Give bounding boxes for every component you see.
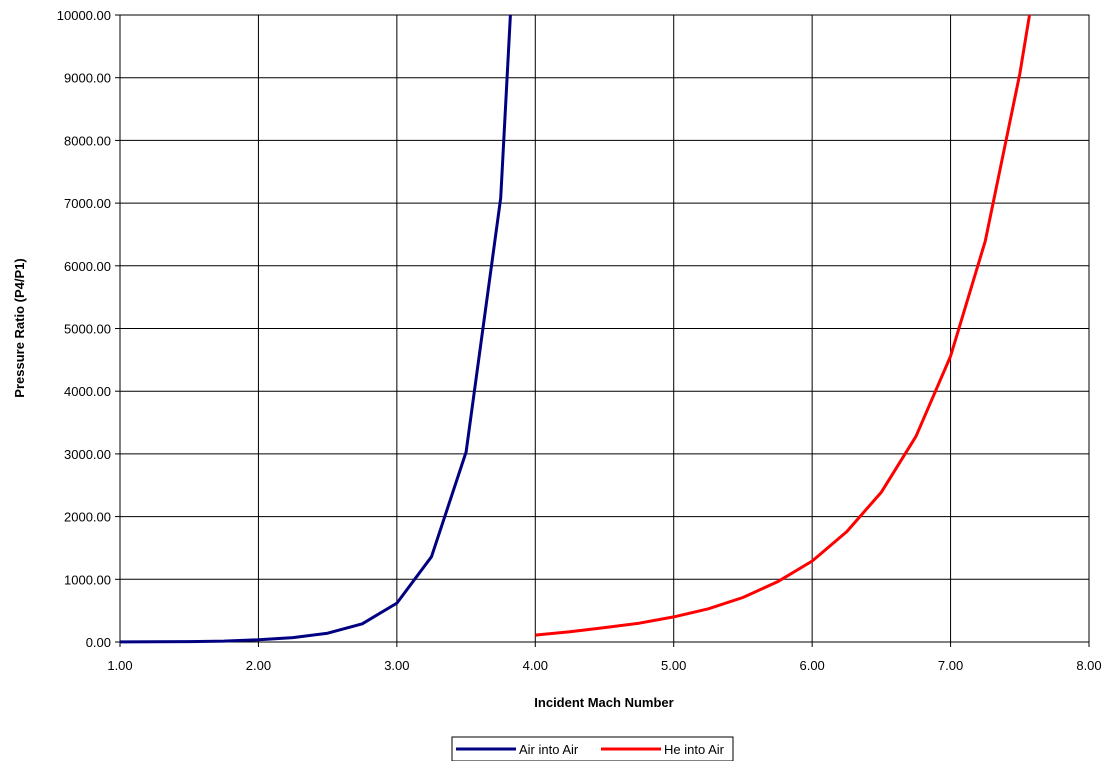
legend-label: He into Air (664, 742, 725, 757)
series-line-1 (119, 14, 512, 644)
y-tick-label: 6000.00 (64, 259, 111, 274)
y-tick-label: 3000.00 (64, 447, 111, 462)
y-tick-label: 7000.00 (64, 196, 111, 211)
x-axis-ticks: 1.00 2.00 3.00 4.00 5.00 6.00 7.00 8.00 (107, 642, 1102, 673)
y-tick-label: 1000.00 (64, 572, 111, 587)
series-line-2 (535, 14, 1031, 637)
x-axis-title: Incident Mach Number (534, 695, 673, 710)
y-tick-label: 10000.00 (57, 8, 111, 23)
x-tick-label: 2.00 (246, 658, 271, 673)
x-tick-label: 5.00 (661, 658, 686, 673)
legend-label: Air into Air (519, 742, 579, 757)
x-tick-label: 4.00 (523, 658, 548, 673)
y-axis-ticks: 0.00 1000.00 2000.00 3000.00 4000.00 5000.00 6… (57, 8, 120, 650)
y-tick-label: 8000.00 (64, 133, 111, 148)
y-tick-label: 0.00 (86, 635, 111, 650)
y-axis-title: Pressure Ratio (P4/P1) (12, 258, 27, 397)
x-tick-label: 7.00 (938, 658, 963, 673)
legend: Air into Air He into Air (451, 736, 734, 761)
y-tick-label: 4000.00 (64, 384, 111, 399)
series-group (119, 14, 1031, 644)
y-tick-label: 9000.00 (64, 71, 111, 86)
y-tick-label: 5000.00 (64, 322, 111, 337)
x-tick-label: 1.00 (107, 658, 132, 673)
y-tick-label: 2000.00 (64, 510, 111, 525)
x-tick-label: 3.00 (384, 658, 409, 673)
x-tick-label: 6.00 (799, 658, 824, 673)
x-tick-label: 8.00 (1076, 658, 1101, 673)
